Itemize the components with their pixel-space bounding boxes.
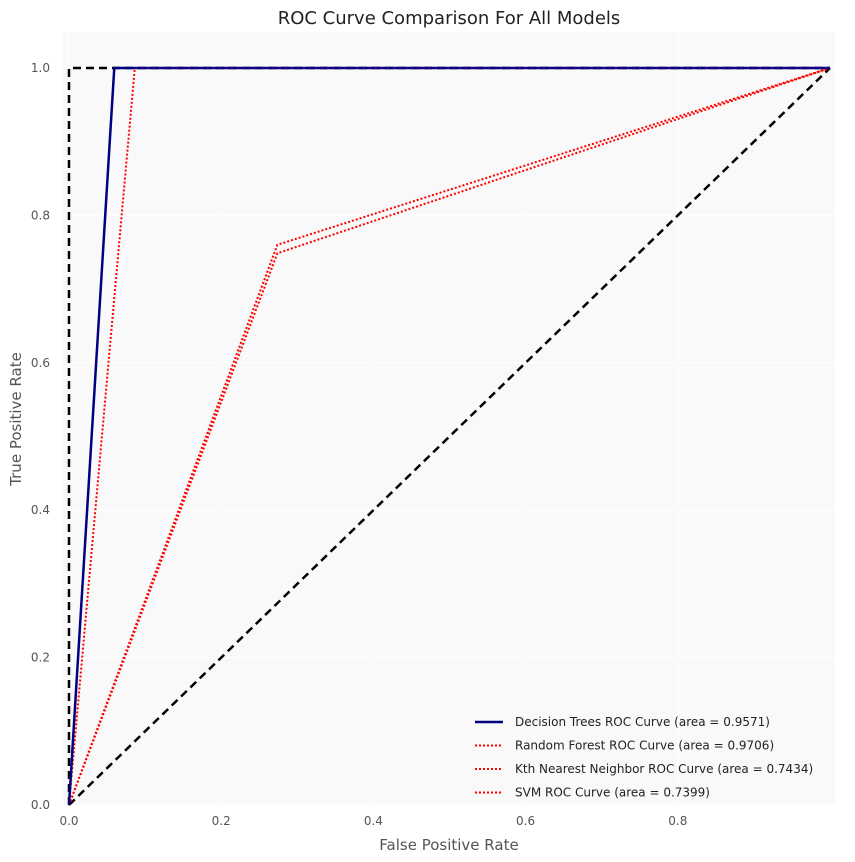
series-line-2 (68, 67, 831, 806)
y-tick-label: 0.6 (31, 356, 50, 370)
x-tick-label: 0.4 (364, 814, 383, 828)
plot-area (63, 32, 835, 806)
x-tick-label: 0.2 (212, 814, 231, 828)
x-axis-label: False Positive Rate (379, 836, 518, 854)
y-axis-label: True Positive Rate (7, 352, 25, 487)
x-tick-label: 0.6 (516, 814, 535, 828)
y-tick-label: 0.4 (31, 503, 50, 517)
legend-label-3: SVM ROC Curve (area = 0.7399) (515, 786, 710, 800)
x-tick-label: 0.8 (668, 814, 687, 828)
y-tick-label: 1.0 (31, 61, 50, 75)
reference-line-1 (68, 67, 831, 806)
legend-label-1: Random Forest ROC Curve (area = 0.9706) (515, 739, 774, 753)
y-tick-label: 0.8 (31, 208, 50, 222)
legend-label-0: Decision Trees ROC Curve (area = 0.9571) (515, 715, 770, 729)
y-tick-label: 0.0 (31, 798, 50, 812)
chart-title: ROC Curve Comparison For All Models (278, 8, 621, 29)
y-tick-label: 0.2 (31, 651, 50, 665)
x-tick-label: 0.0 (59, 814, 78, 828)
tick-labels: 0.0 0.2 0.4 0.6 0.8 0.0 0.2 0.4 0.6 0.8 1.0 (31, 61, 687, 828)
legend-label-2: Kth Nearest Neighbor ROC Curve (area = 0… (515, 762, 813, 776)
series-layer (67, 66, 831, 806)
series-line-3 (68, 67, 831, 806)
legend: Decision Trees ROC Curve (area = 0.9571)… (475, 715, 813, 800)
